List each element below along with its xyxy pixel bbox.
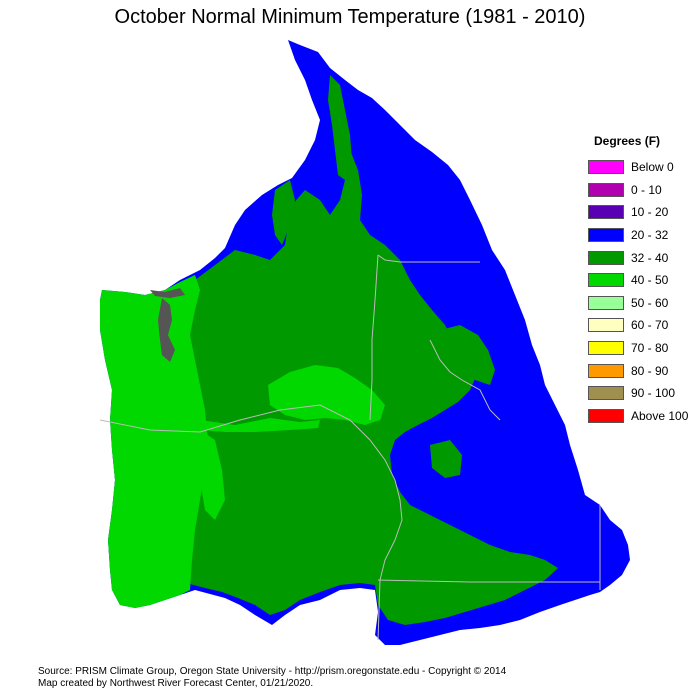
legend-label: Below 0 [631,160,674,175]
legend: Degrees (F) Below 0 0 - 10 10 - 20 20 - … [588,134,698,427]
legend-swatch [588,273,624,288]
legend-label: 20 - 32 [631,228,669,243]
source-footer: Source: PRISM Climate Group, Oregon Stat… [38,666,506,690]
legend-label: 0 - 10 [631,182,662,197]
legend-item: 40 - 50 [588,269,698,292]
source-credit: Source: PRISM Climate Group, Oregon Stat… [38,666,507,677]
legend-swatch [588,205,624,220]
legend-label: Above 100 [631,408,689,423]
region-32-40-southeast [430,440,462,478]
legend-label: 32 - 40 [631,250,669,265]
legend-label: 50 - 60 [631,295,669,310]
legend-label: 40 - 50 [631,273,669,288]
legend-item: 80 - 90 [588,359,698,382]
legend-swatch [588,160,624,175]
legend-swatch [588,295,624,310]
state-boundaries [99,254,601,641]
puget-sound-water [158,298,175,362]
region-40-50-basin [268,365,385,425]
map-credit: Map created by Northwest River Forecast … [38,678,314,689]
legend-item: 32 - 40 [588,246,698,269]
legend-title: Degrees (F) [594,134,661,148]
legend-item: 0 - 10 [588,179,698,202]
region-32-40-east [440,325,495,385]
region-32-40-north-valley [328,75,352,180]
legend-swatch [588,228,624,243]
legend-label: 70 - 80 [631,341,669,356]
legend-label: 90 - 100 [631,386,676,401]
legend-item: Above 100 [588,405,698,428]
region-40-50-coast [100,275,208,608]
region-32-40-north-valley-2 [272,180,295,245]
legend-item: 90 - 100 [588,382,698,405]
legend-item: Below 0 [588,156,698,179]
region-40-50-river [200,418,320,432]
legend-swatch [588,408,624,423]
legend-label: 60 - 70 [631,318,669,333]
legend-swatch [588,318,624,333]
legend-item: 50 - 60 [588,292,698,315]
legend-swatch [588,182,624,197]
legend-swatch [588,250,624,265]
legend-swatch [588,341,624,356]
legend-item: 20 - 32 [588,224,698,247]
legend-swatch [588,363,624,378]
legend-item: 70 - 80 [588,337,698,360]
region-40-50-valley [200,430,225,520]
legend-item: 10 - 20 [588,201,698,224]
legend-label: 10 - 20 [631,205,669,220]
legend-item: 60 - 70 [588,314,698,337]
legend-label: 80 - 90 [631,363,669,378]
map-title: October Normal Minimum Temperature (1981… [114,6,586,28]
legend-swatch [588,386,624,401]
strait-water [150,288,185,298]
